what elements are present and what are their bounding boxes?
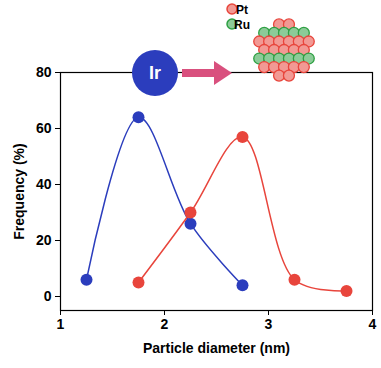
svg-text:Frequency (%): Frequency (%) — [11, 143, 27, 239]
svg-text:3: 3 — [265, 316, 273, 332]
svg-text:80: 80 — [36, 64, 52, 80]
svg-text:2: 2 — [161, 316, 169, 332]
svg-text:Ir: Ir — [149, 63, 161, 83]
svg-text:Particle diameter (nm): Particle diameter (nm) — [143, 340, 290, 356]
svg-text:Pt: Pt — [236, 3, 248, 17]
svg-text:1: 1 — [57, 316, 65, 332]
svg-text:60: 60 — [36, 120, 52, 136]
svg-text:20: 20 — [36, 232, 52, 248]
svg-text:0: 0 — [44, 288, 52, 304]
svg-text:Ru: Ru — [234, 18, 250, 32]
svg-text:4: 4 — [369, 316, 377, 332]
svg-text:40: 40 — [36, 176, 52, 192]
